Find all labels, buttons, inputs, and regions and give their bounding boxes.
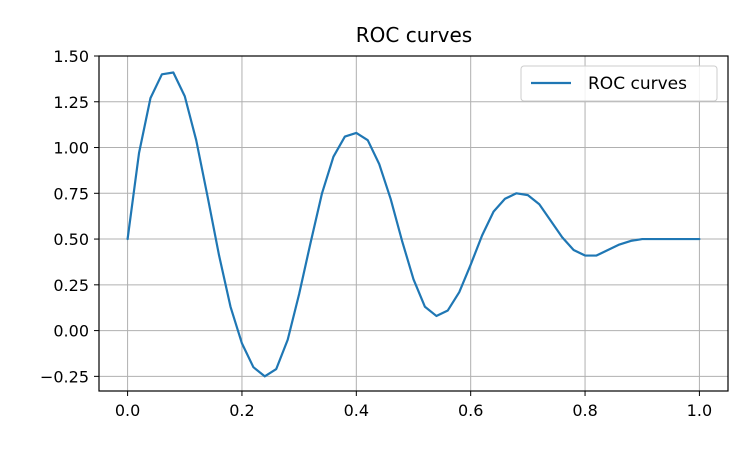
x-tick-label-4: 0.8 <box>572 401 597 420</box>
y-tick-label-4: 0.75 <box>53 184 89 203</box>
y-tick-label-3: 0.50 <box>53 230 89 249</box>
y-tick-label-0: −0.25 <box>40 367 89 386</box>
x-tick-label-5: 1.0 <box>687 401 712 420</box>
y-tick-label-2: 0.25 <box>53 276 89 295</box>
series-line-0 <box>126 71 701 378</box>
legend-label: ROC curves <box>588 74 687 94</box>
x-tick-label-3: 0.6 <box>458 401 483 420</box>
y-tick-label-5: 1.00 <box>53 139 89 158</box>
y-tick-label-6: 1.25 <box>53 93 89 112</box>
axes-frame <box>98 55 729 392</box>
ticks-layer: 0.0 0.2 0.4 0.6 0.8 1.0 −0.25 0.00 0.25 0.50 0.75 1… <box>40 47 712 420</box>
y-tick-label-7: 1.50 <box>53 47 89 66</box>
grid-layer <box>99 55 728 391</box>
x-tick-label-1: 0.2 <box>229 401 254 420</box>
y-tick-label-1: 0.00 <box>53 322 89 341</box>
series-layer <box>126 71 701 378</box>
legend: ROC curves <box>520 65 718 102</box>
x-tick-label-2: 0.4 <box>344 401 369 420</box>
legend-box <box>520 65 718 102</box>
x-tick-label-0: 0.0 <box>115 401 140 420</box>
chart-title: ROC curves <box>356 23 472 47</box>
axes-layer <box>98 55 729 392</box>
